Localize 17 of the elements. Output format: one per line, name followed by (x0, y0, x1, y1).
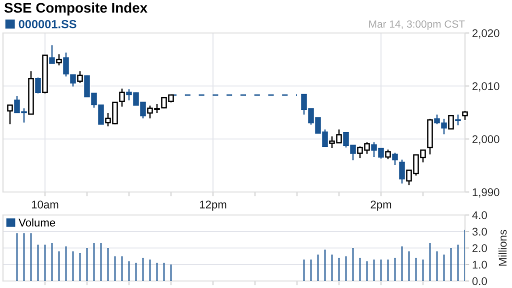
x-tick-label: 12pm (200, 200, 226, 211)
x-tick-label: 10am (32, 200, 58, 208)
y-tick-label: 2,000 (472, 135, 500, 144)
chart-title: SSE Composite Index (4, 2, 148, 16)
y-axis-title: Millions (498, 230, 507, 266)
y-tick-label: 1.0 (472, 260, 487, 269)
y-tick-label: 0.0 (472, 277, 487, 286)
legend-label: Volume (18, 218, 56, 227)
y-tick-label: 1,990 (472, 188, 500, 198)
text: Mar 14, 3:00pm CST (369, 20, 465, 30)
y-tick-label: 2.0 (472, 244, 487, 252)
legend-label: 000001.SS (18, 20, 76, 28)
y-tick-label: 2,020 (472, 29, 500, 38)
y-tick-label: 2,010 (472, 82, 500, 92)
y-tick-label: 3.0 (472, 228, 487, 236)
x-tick-label: 2pm (370, 200, 392, 211)
y-tick-label: 4.0 (472, 211, 487, 220)
